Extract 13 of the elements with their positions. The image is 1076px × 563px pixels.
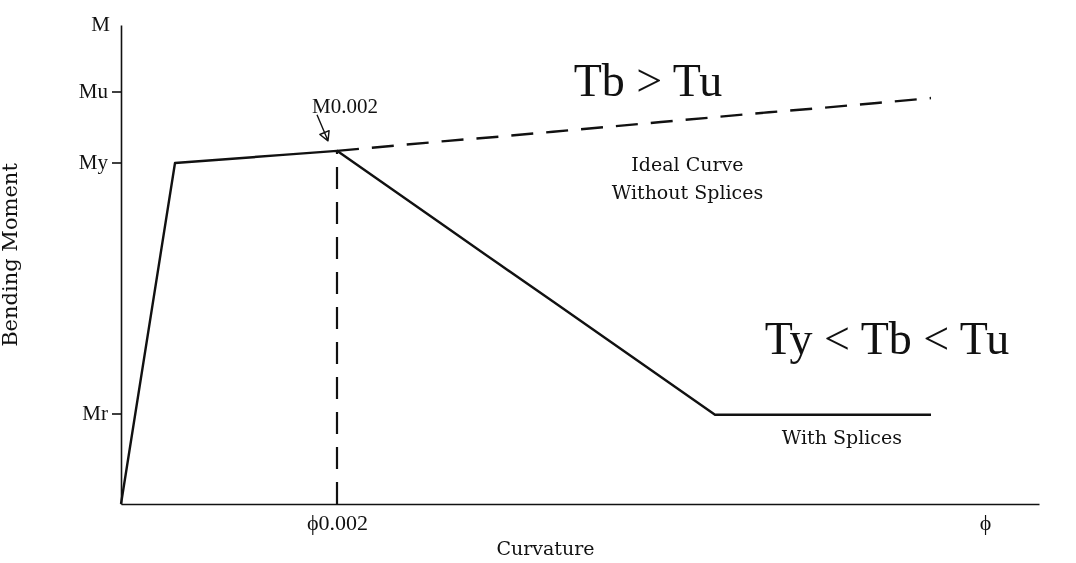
x-tick-label: ϕ0.002 bbox=[306, 509, 369, 535]
annotation: Tb > Tu bbox=[573, 55, 723, 106]
series-label: With Splices bbox=[781, 425, 902, 448]
x-tick-label: ϕ bbox=[979, 509, 992, 535]
series-label: Ideal Curve Without Splices bbox=[611, 152, 764, 203]
y-axis-title: Bending Moment bbox=[0, 162, 22, 347]
text: Mu bbox=[78, 79, 109, 103]
text: Mr bbox=[82, 401, 108, 425]
annotation: Ty < Tb < Tu bbox=[764, 313, 1010, 364]
text: My bbox=[78, 150, 109, 174]
annotation: M0.002 bbox=[312, 93, 378, 118]
x-axis-title: Curvature bbox=[496, 536, 595, 559]
text: M bbox=[91, 12, 111, 36]
